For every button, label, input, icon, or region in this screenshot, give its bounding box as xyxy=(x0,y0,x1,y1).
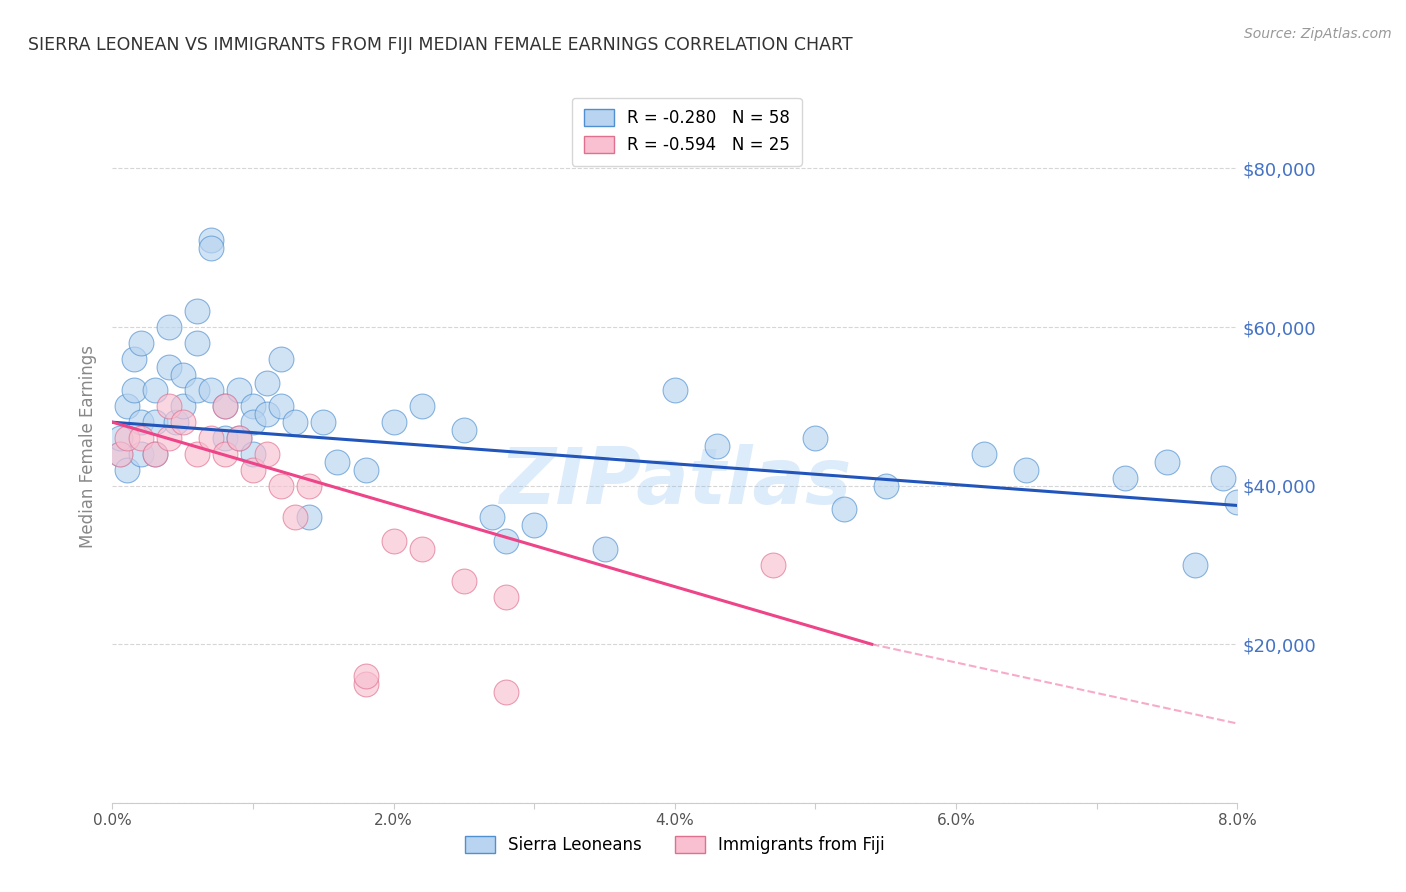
Point xyxy=(242,447,264,461)
Point xyxy=(200,384,222,398)
Point xyxy=(1226,494,1249,508)
Point xyxy=(157,400,180,414)
Point xyxy=(143,415,166,429)
Point xyxy=(115,431,138,445)
Point xyxy=(214,431,236,445)
Y-axis label: Median Female Earnings: Median Female Earnings xyxy=(79,344,97,548)
Point xyxy=(804,431,827,445)
Point xyxy=(523,518,546,533)
Point xyxy=(200,241,222,255)
Point xyxy=(186,304,208,318)
Point xyxy=(228,384,250,398)
Point xyxy=(157,359,180,374)
Point xyxy=(382,534,405,549)
Point xyxy=(143,447,166,461)
Point xyxy=(298,478,321,492)
Point xyxy=(354,677,377,691)
Point xyxy=(157,320,180,334)
Point xyxy=(270,351,292,366)
Point xyxy=(108,447,131,461)
Point xyxy=(1156,455,1178,469)
Point xyxy=(453,574,475,588)
Point xyxy=(411,400,433,414)
Point xyxy=(200,233,222,247)
Point xyxy=(382,415,405,429)
Point xyxy=(186,335,208,350)
Point xyxy=(172,400,194,414)
Point xyxy=(200,431,222,445)
Point xyxy=(481,510,503,524)
Point xyxy=(165,415,187,429)
Point xyxy=(186,384,208,398)
Point xyxy=(593,542,616,557)
Point xyxy=(1015,463,1038,477)
Point xyxy=(115,463,138,477)
Point xyxy=(664,384,686,398)
Point xyxy=(228,431,250,445)
Point xyxy=(228,431,250,445)
Point xyxy=(256,376,278,390)
Point xyxy=(115,400,138,414)
Point xyxy=(832,502,855,516)
Point xyxy=(762,558,785,572)
Point xyxy=(108,431,131,445)
Point xyxy=(242,415,264,429)
Point xyxy=(1114,471,1136,485)
Point xyxy=(875,478,897,492)
Point xyxy=(122,351,145,366)
Point xyxy=(284,415,307,429)
Text: SIERRA LEONEAN VS IMMIGRANTS FROM FIJI MEDIAN FEMALE EARNINGS CORRELATION CHART: SIERRA LEONEAN VS IMMIGRANTS FROM FIJI M… xyxy=(28,36,853,54)
Point xyxy=(186,447,208,461)
Point xyxy=(354,463,377,477)
Point xyxy=(284,510,307,524)
Point xyxy=(122,384,145,398)
Point xyxy=(129,447,152,461)
Point xyxy=(354,669,377,683)
Point xyxy=(143,447,166,461)
Point xyxy=(298,510,321,524)
Point xyxy=(172,368,194,382)
Point xyxy=(256,447,278,461)
Point xyxy=(270,400,292,414)
Point xyxy=(143,384,166,398)
Point xyxy=(129,335,152,350)
Point xyxy=(270,478,292,492)
Point xyxy=(157,431,180,445)
Point xyxy=(1184,558,1206,572)
Point xyxy=(214,447,236,461)
Point xyxy=(242,400,264,414)
Point xyxy=(706,439,728,453)
Point xyxy=(495,590,517,604)
Point xyxy=(129,431,152,445)
Text: Source: ZipAtlas.com: Source: ZipAtlas.com xyxy=(1244,27,1392,41)
Point xyxy=(326,455,349,469)
Point xyxy=(214,400,236,414)
Point xyxy=(108,447,131,461)
Point xyxy=(495,685,517,699)
Point xyxy=(1212,471,1234,485)
Point xyxy=(214,400,236,414)
Point xyxy=(172,415,194,429)
Point xyxy=(256,407,278,421)
Legend: Sierra Leoneans, Immigrants from Fiji: Sierra Leoneans, Immigrants from Fiji xyxy=(453,824,897,866)
Text: ZIPatlas: ZIPatlas xyxy=(499,443,851,520)
Point xyxy=(411,542,433,557)
Point xyxy=(973,447,995,461)
Point xyxy=(312,415,335,429)
Point xyxy=(495,534,517,549)
Point xyxy=(242,463,264,477)
Point xyxy=(129,415,152,429)
Point xyxy=(453,423,475,437)
